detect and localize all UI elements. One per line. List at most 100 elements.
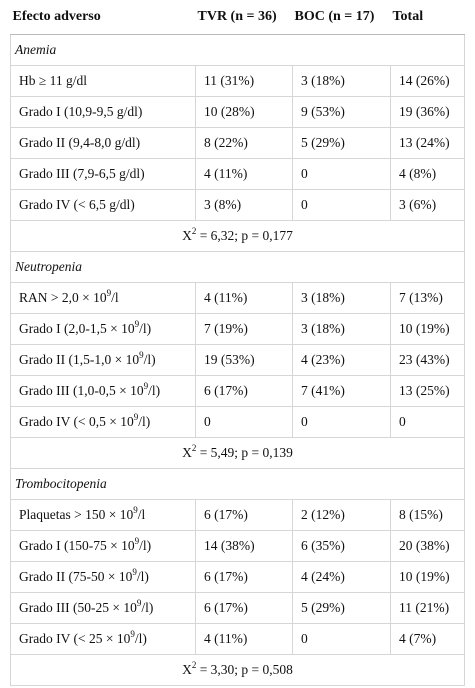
- header-cell: BOC (n = 17): [292, 0, 391, 35]
- label-cell: Grado II (9,4-8,0 g/dl): [10, 127, 196, 159]
- value-cell: 14 (38%): [195, 530, 293, 562]
- text: Grado II (1,5-1,0 × 10: [19, 352, 140, 367]
- value-cell: 6 (17%): [195, 561, 293, 593]
- value-cell: 3 (18%): [292, 282, 391, 314]
- value-cell: 3 (8%): [195, 189, 293, 221]
- superscript: 2: [191, 443, 197, 453]
- label-cell: Plaquetas > 150 × 109/l: [10, 499, 196, 531]
- data-row: RAN > 2,0 × 109/l 4 (11%) 3 (18%) 7 (13%): [10, 282, 465, 314]
- section-title: Anemia: [10, 34, 465, 66]
- value-cell: 10 (19%): [390, 313, 465, 345]
- label-cell: RAN > 2,0 × 109/l: [10, 282, 196, 314]
- text: = 5,49; p = 0,139: [196, 445, 293, 460]
- value-cell: 11 (31%): [195, 65, 293, 97]
- value-cell: 4 (11%): [195, 623, 293, 655]
- value-cell: 6 (17%): [195, 592, 293, 624]
- text: Hb ≥ 11 g/dl: [19, 73, 88, 88]
- text: /l): [141, 600, 154, 615]
- value-cell: 7 (19%): [195, 313, 293, 345]
- value-cell: 19 (36%): [390, 96, 465, 128]
- label-cell: Grado III (1,0-0,5 × 109/l): [10, 375, 196, 407]
- text: /l: [137, 507, 146, 522]
- label-cell: Grado II (75-50 × 109/l): [10, 561, 196, 593]
- test-row: X2 = 3,30; p = 0,508: [10, 654, 465, 686]
- value-cell: 0: [292, 623, 391, 655]
- value-cell: 4 (11%): [195, 282, 293, 314]
- value-cell: 0: [292, 406, 391, 438]
- text: Grado IV (< 25 × 10: [19, 631, 131, 646]
- label-cell: Grado I (150-75 × 109/l): [10, 530, 196, 562]
- label-cell: Grado IV (< 0,5 × 109/l): [10, 406, 196, 438]
- test-cell: X2 = 5,49; p = 0,139: [10, 437, 465, 469]
- superscript: 9: [106, 288, 112, 298]
- value-cell: 11 (21%): [390, 592, 465, 624]
- value-cell: 4 (8%): [390, 158, 465, 190]
- value-cell: 4 (24%): [292, 561, 391, 593]
- data-row: Grado I (10,9-9,5 g/dl) 10 (28%) 9 (53%) 19…: [10, 96, 465, 128]
- section-title: Trombocitopenia: [10, 468, 465, 500]
- data-row: Grado III (7,9-6,5 g/dl) 4 (11%) 0 4 (8%): [10, 158, 465, 190]
- data-row: Grado IV (< 0,5 × 109/l) 0 0 0: [10, 406, 465, 438]
- section-row: Anemia: [10, 34, 465, 66]
- value-cell: 3 (18%): [292, 65, 391, 97]
- text: /l): [148, 383, 161, 398]
- value-cell: 5 (29%): [292, 127, 391, 159]
- superscript: 9: [134, 319, 140, 329]
- value-cell: 13 (24%): [390, 127, 465, 159]
- superscript: 9: [130, 629, 135, 639]
- text: Grado II (9,4-8,0 g/dl): [19, 135, 141, 150]
- text: /l): [134, 631, 147, 646]
- value-cell: 8 (22%): [195, 127, 293, 159]
- text: /l): [139, 538, 152, 553]
- superscript: 9: [133, 505, 138, 515]
- data-row: Grado II (9,4-8,0 g/dl) 8 (22%) 5 (29%) 13 …: [10, 127, 465, 159]
- section-title: Neutropenia: [10, 251, 465, 283]
- data-row: Grado II (1,5-1,0 × 109/l) 19 (53%) 4 (23%…: [10, 344, 465, 376]
- header-cell: Efecto adverso: [10, 0, 196, 35]
- value-cell: 3 (6%): [390, 189, 465, 221]
- header-cell: Total: [390, 0, 465, 35]
- data-row: Grado III (50-25 × 109/l) 6 (17%) 5 (29%) 1…: [10, 592, 465, 624]
- text: Grado III (1,0-0,5 × 10: [19, 383, 144, 398]
- table-header: Efecto adverso TVR (n = 36) BOC (n = 17) To…: [10, 0, 465, 35]
- value-cell: 4 (7%): [390, 623, 465, 655]
- data-row: Grado III (1,0-0,5 × 109/l) 6 (17%) 7 (41%…: [10, 375, 465, 407]
- value-cell: 4 (11%): [195, 158, 293, 190]
- value-cell: 7 (13%): [390, 282, 465, 314]
- value-cell: 8 (15%): [390, 499, 465, 531]
- value-cell: 5 (29%): [292, 592, 391, 624]
- text: /l: [111, 290, 119, 305]
- data-row: Plaquetas > 150 × 109/l 6 (17%) 2 (12%) 8 (…: [10, 499, 465, 531]
- value-cell: 0: [195, 406, 293, 438]
- text: = 6,32; p = 0,177: [196, 228, 293, 243]
- value-cell: 20 (38%): [390, 530, 465, 562]
- label-cell: Grado I (10,9-9,5 g/dl): [10, 96, 196, 128]
- text: RAN > 2,0 × 10: [19, 290, 107, 305]
- label-cell: Grado III (50-25 × 109/l): [10, 592, 196, 624]
- value-cell: 4 (23%): [292, 344, 391, 376]
- value-cell: 0: [292, 158, 391, 190]
- data-row: Grado I (2,0-1,5 × 109/l) 7 (19%) 3 (18%) 1…: [10, 313, 465, 345]
- superscript: 9: [136, 598, 142, 608]
- data-row: Grado IV (< 6,5 g/dl) 3 (8%) 0 3 (6%): [10, 189, 465, 221]
- value-cell: 10 (19%): [390, 561, 465, 593]
- value-cell: 14 (26%): [390, 65, 465, 97]
- data-row: Grado II (75-50 × 109/l) 6 (17%) 4 (24%) 10…: [10, 561, 465, 593]
- data-row: Grado I (150-75 × 109/l) 14 (38%) 6 (35%) 2…: [10, 530, 465, 562]
- label-cell: Grado III (7,9-6,5 g/dl): [10, 158, 196, 190]
- text: /l): [143, 352, 156, 367]
- text: /l): [138, 414, 151, 429]
- value-cell: 6 (17%): [195, 375, 293, 407]
- text: Plaquetas > 150 × 10: [19, 507, 134, 522]
- value-cell: 0: [390, 406, 465, 438]
- test-cell: X2 = 6,32; p = 0,177: [10, 220, 465, 252]
- data-row: Grado IV (< 25 × 109/l) 4 (11%) 0 4 (7%): [10, 623, 465, 655]
- value-cell: 6 (17%): [195, 499, 293, 531]
- superscript: 2: [191, 226, 197, 236]
- superscript: 9: [139, 350, 144, 360]
- section-row: Trombocitopenia: [10, 468, 465, 500]
- value-cell: 10 (28%): [195, 96, 293, 128]
- text: X: [182, 228, 192, 243]
- label-cell: Grado IV (< 25 × 109/l): [10, 623, 196, 655]
